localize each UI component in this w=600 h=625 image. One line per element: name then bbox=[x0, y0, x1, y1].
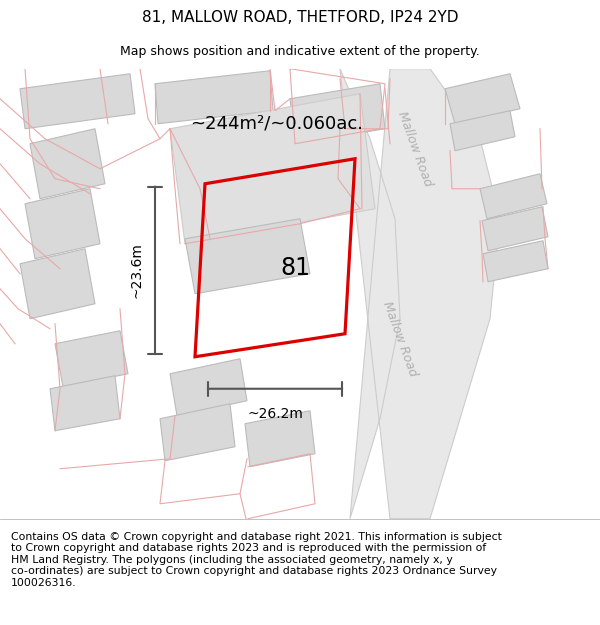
Polygon shape bbox=[290, 84, 385, 144]
Polygon shape bbox=[170, 359, 247, 416]
Text: 81: 81 bbox=[280, 256, 310, 280]
Polygon shape bbox=[245, 411, 315, 467]
Polygon shape bbox=[482, 207, 548, 251]
Polygon shape bbox=[483, 241, 548, 282]
Text: Contains OS data © Crown copyright and database right 2021. This information is : Contains OS data © Crown copyright and d… bbox=[11, 531, 502, 588]
Text: ~244m²/~0.060ac.: ~244m²/~0.060ac. bbox=[190, 115, 363, 132]
Polygon shape bbox=[450, 111, 515, 151]
Polygon shape bbox=[20, 74, 135, 129]
Polygon shape bbox=[55, 331, 128, 387]
Text: Mallow Road: Mallow Road bbox=[380, 299, 419, 378]
Text: Map shows position and indicative extent of the property.: Map shows position and indicative extent… bbox=[120, 45, 480, 58]
Text: Mallow Road: Mallow Road bbox=[395, 109, 434, 188]
Polygon shape bbox=[20, 249, 95, 319]
Polygon shape bbox=[170, 94, 375, 244]
Polygon shape bbox=[30, 129, 105, 199]
Polygon shape bbox=[155, 71, 273, 124]
Polygon shape bbox=[185, 219, 310, 294]
Text: ~26.2m: ~26.2m bbox=[247, 407, 303, 421]
Polygon shape bbox=[445, 74, 520, 124]
Polygon shape bbox=[25, 189, 100, 259]
Polygon shape bbox=[480, 174, 547, 219]
Polygon shape bbox=[50, 376, 120, 431]
Text: ~23.6m: ~23.6m bbox=[129, 242, 143, 298]
Polygon shape bbox=[160, 404, 235, 461]
Polygon shape bbox=[340, 69, 500, 519]
Text: 81, MALLOW ROAD, THETFORD, IP24 2YD: 81, MALLOW ROAD, THETFORD, IP24 2YD bbox=[142, 9, 458, 24]
